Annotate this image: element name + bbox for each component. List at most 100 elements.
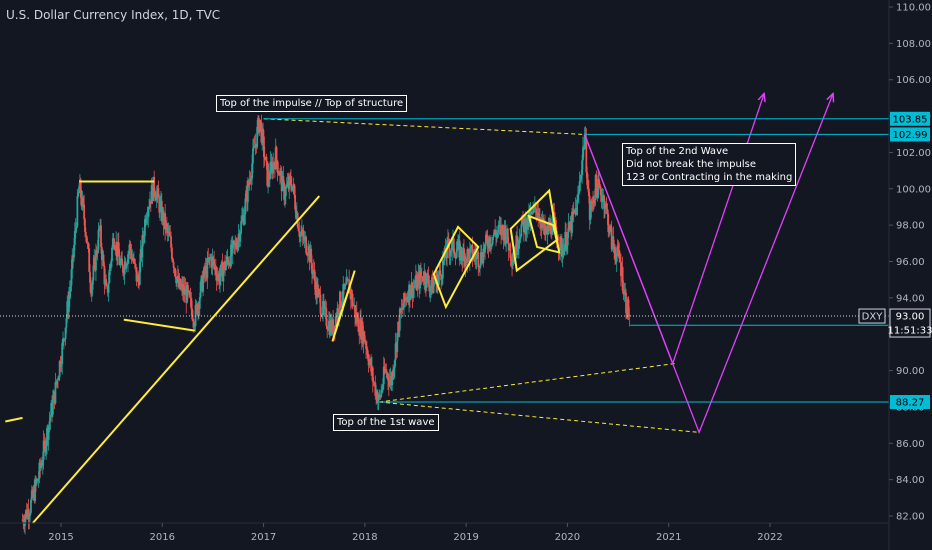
yellow-dashed-line[interactable] [378,362,677,403]
candle-body [159,202,161,213]
symbol-tag [858,308,886,324]
candle-body [512,258,515,262]
level-price-label: 103.85 [893,114,928,125]
candle-body [303,236,306,241]
candle-body [82,197,85,205]
candle-body [492,235,495,237]
candle-body [164,213,167,230]
candle-body [467,249,470,252]
candle-body [462,247,465,261]
x-tick-label: 2020 [555,532,580,543]
candle-body [344,284,346,290]
candle-body [174,268,177,277]
candle-body [252,148,254,164]
yellow-channel[interactable] [527,214,561,254]
candle-body [112,238,115,246]
yellow-trendline[interactable] [31,195,321,524]
candle-body [604,208,606,209]
candle-body [76,196,79,227]
yellow-trendline[interactable] [5,416,23,423]
candle-body [624,290,627,293]
candle-body [306,254,309,256]
candle-body [537,212,540,218]
candle-body [89,271,91,283]
candle-body [311,263,313,274]
candle-body [192,319,194,321]
candle-body [490,244,492,247]
candle-body [202,277,205,292]
candle-body [225,264,227,271]
candle-body [590,200,593,212]
candle-body [490,244,493,246]
candle-body [239,233,242,242]
candle-body [79,179,82,198]
candle-body [421,276,424,281]
candle-body [92,265,95,281]
candle-body [426,273,429,276]
candle-body [625,292,627,313]
magenta-projection-path[interactable] [584,94,833,435]
candle-body [317,288,320,291]
candle-body [517,239,520,248]
candle-body [212,257,215,260]
candle-body [566,232,569,246]
candle-body [58,361,61,377]
candle-body [208,257,210,262]
yellow-trendline[interactable] [335,283,352,328]
candle-body [246,181,249,203]
yellow-dashed-line[interactable] [263,118,585,135]
trendlines-layer [5,94,833,524]
candle-body [377,394,380,400]
y-tick-label: 90.00 [896,366,925,377]
candle-body [430,286,432,288]
candle-body [270,161,273,164]
candle-body [171,259,174,262]
candle-body [256,126,259,148]
level-price-tag [890,395,930,410]
candle-body [83,204,86,220]
candle-body [275,147,278,161]
candle-body [372,381,375,383]
candle-body [45,443,48,453]
candle-body [277,172,280,174]
candle-body [166,226,169,233]
candle-body [424,271,427,285]
yellow-dashed-line[interactable] [378,401,700,433]
candle-body [453,253,456,256]
candle-body [118,255,121,265]
candle-body [68,291,71,297]
candle-body [512,261,514,266]
yellow-trendline[interactable] [123,318,195,332]
x-tick-label: 2017 [251,532,276,543]
candle-body [607,214,610,232]
candle-body [466,249,469,263]
candle-body [363,331,366,341]
candle-body [189,296,192,299]
candle-body [84,231,87,236]
candle-body [96,249,99,254]
candle-body [206,258,209,279]
candle-body [73,245,75,258]
candle-body [469,245,472,249]
candle-body [609,225,612,228]
candle-body [628,314,631,317]
candle-body [103,265,106,285]
annotation-top-of-1st-wave: Top of the 1st wave [333,414,439,431]
candle-body [402,307,405,310]
candle-body [477,252,480,268]
yellow-channel[interactable] [432,225,480,310]
candle-body [69,285,72,292]
time-axis[interactable]: 2015 2016 2017 2018 2019 2020 2021 2022 [48,523,783,543]
candle-body [544,222,546,235]
candle-body [535,209,538,215]
candle-body [73,230,76,246]
candle-body [24,517,26,526]
candle-body [75,226,78,228]
candle-body [157,188,160,198]
candle-body [413,286,416,288]
candle-body [449,252,452,256]
candle-body [27,509,30,519]
candle-body [460,247,463,258]
candle-body [231,240,234,254]
